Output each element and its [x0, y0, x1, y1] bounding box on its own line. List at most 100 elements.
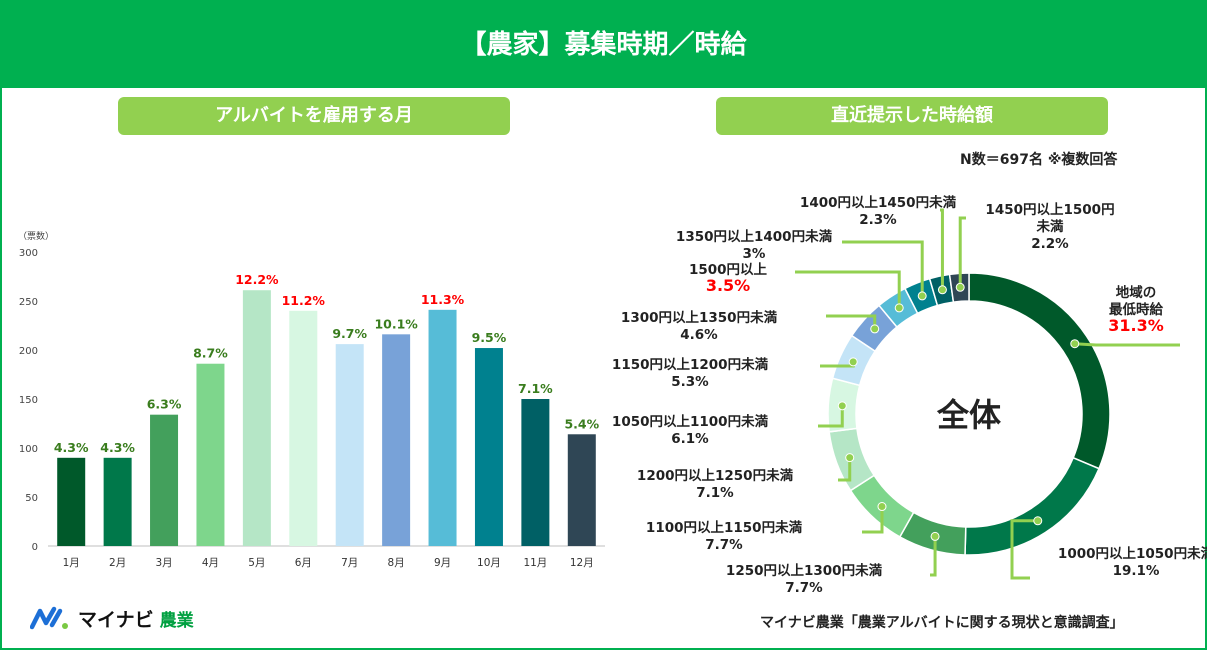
slice-label: 1100円以上1150円未満: [646, 519, 803, 536]
logo-text: マイナビ: [78, 608, 154, 631]
slice-label: 1050円以上1100円未満: [612, 413, 769, 430]
logo-subtext: 農業: [159, 610, 194, 631]
bar-data-label: 6.3%: [147, 397, 182, 412]
x-tick-label: 7月: [341, 557, 358, 569]
leader-line: [795, 270, 901, 308]
leader-line: [958, 216, 966, 288]
page-title: 【農家】募集時期／時給: [2, 2, 1205, 88]
bar-chart: （票数） 0 50 100 150 200 250 300 4.3% 1月 4.3% 2月 6.3% 3月…: [18, 230, 605, 569]
slice-percent: 6.1%: [671, 431, 709, 447]
slice-label: 最低時給: [1109, 301, 1163, 318]
bar-data-label: 9.7%: [332, 326, 367, 341]
donut-center-label: 全体: [936, 396, 1001, 434]
bar: [474, 348, 503, 546]
bar-data-label: 7.1%: [518, 381, 553, 396]
bar-data-label: 5.4%: [564, 416, 599, 431]
donut-slice: [964, 456, 1100, 556]
x-tick-label: 8月: [388, 557, 405, 569]
x-tick-label: 10月: [477, 557, 501, 569]
bar-data-label: 8.7%: [193, 346, 228, 361]
x-tick-label: 11月: [523, 557, 547, 569]
slice-percent: 2.2%: [1031, 236, 1069, 252]
mynavi-logo-icon: [30, 606, 68, 630]
leader-dot: [894, 303, 904, 313]
leader-line: [1010, 519, 1038, 580]
x-tick-label: 3月: [155, 557, 172, 569]
leader-dot: [1070, 339, 1080, 349]
leader-line: [842, 240, 924, 296]
slice-label: 1500円以上: [689, 262, 768, 278]
leader-line: [1074, 342, 1180, 347]
x-tick-label: 4月: [202, 557, 219, 569]
bar: [289, 310, 318, 546]
brand-logo: マイナビ 農業: [30, 603, 194, 633]
bar: [521, 399, 550, 546]
leader-dot: [845, 453, 855, 463]
slice-percent: 19.1%: [1113, 563, 1160, 579]
bar-data-label: 11.2%: [282, 293, 326, 308]
x-tick-label: 5月: [248, 557, 265, 569]
source-citation: マイナビ農業「農業アルバイトに関する現状と意識調査」: [760, 615, 1124, 631]
slice-percent: 5.3%: [671, 374, 709, 390]
bar: [382, 334, 411, 546]
leader-line: [818, 405, 844, 428]
leader-dot: [955, 282, 965, 292]
slice-percent: 7.1%: [696, 485, 734, 501]
x-tick-label: 6月: [295, 557, 312, 569]
bar-data-label: 10.1%: [374, 316, 418, 331]
leader-dot: [877, 502, 887, 512]
bar: [428, 309, 457, 546]
x-tick-label: 9月: [434, 557, 451, 569]
slice-label: 1200円以上1250円未満: [637, 467, 794, 484]
bar: [103, 457, 132, 546]
donut-chart-title: 直近提示した時給額: [716, 97, 1108, 135]
bar: [150, 414, 179, 546]
slice-label: 地域の: [1116, 284, 1157, 301]
slice-percent: 31.3%: [1108, 316, 1164, 335]
slice-percent: 7.7%: [785, 580, 823, 596]
leader-dot: [937, 285, 947, 295]
y-tick-label: 200: [19, 346, 38, 357]
slice-label: 1000円以上1050円未満: [1058, 545, 1207, 562]
y-tick-label: 50: [25, 493, 38, 504]
sample-size-note: N数＝697名 ※複数回答: [960, 152, 1118, 168]
leader-dot: [837, 401, 847, 411]
y-tick-label: 250: [19, 297, 38, 308]
leader-dot: [930, 531, 940, 541]
donut-slice: [968, 272, 1111, 470]
bar: [335, 344, 364, 546]
y-tick-label: 300: [19, 248, 38, 259]
slice-percent: 7.7%: [705, 537, 743, 553]
y-tick-label: 150: [19, 395, 38, 406]
slice-label: 1450円以上1500円: [985, 202, 1114, 218]
bar-data-label: 4.3%: [54, 440, 89, 455]
slice-label: 1250円以上1300円未満: [726, 562, 883, 579]
bar-data-label: 11.3%: [421, 292, 465, 307]
slice-label: 1150円以上1200円未満: [612, 356, 769, 373]
leader-dot: [1033, 516, 1043, 526]
y-axis-label: （票数）: [18, 230, 54, 242]
leader-line: [940, 208, 944, 290]
leader-line: [838, 457, 852, 482]
slice-percent: 3.5%: [706, 276, 750, 295]
bar: [567, 434, 596, 546]
bar: [242, 290, 271, 546]
bar: [196, 363, 225, 546]
slice-percent: 4.6%: [680, 327, 718, 343]
slice-label: 1350円以上1400円未満: [676, 228, 833, 245]
slice-percent: 2.3%: [859, 212, 897, 228]
leader-dot: [870, 324, 880, 334]
y-tick-label: 100: [19, 444, 38, 455]
bar-data-label: 4.3%: [100, 440, 135, 455]
slice-label: 未満: [1037, 218, 1065, 235]
x-tick-label: 2月: [109, 557, 126, 569]
leader-line: [862, 506, 884, 534]
slice-label: 1300円以上1350円未満: [621, 309, 778, 326]
leader-dot: [848, 357, 858, 367]
y-tick-label: 0: [32, 542, 38, 553]
x-tick-label: 12月: [570, 557, 594, 569]
leader-dot: [917, 291, 927, 301]
bar-data-label: 9.5%: [472, 330, 507, 345]
bar: [57, 457, 86, 546]
